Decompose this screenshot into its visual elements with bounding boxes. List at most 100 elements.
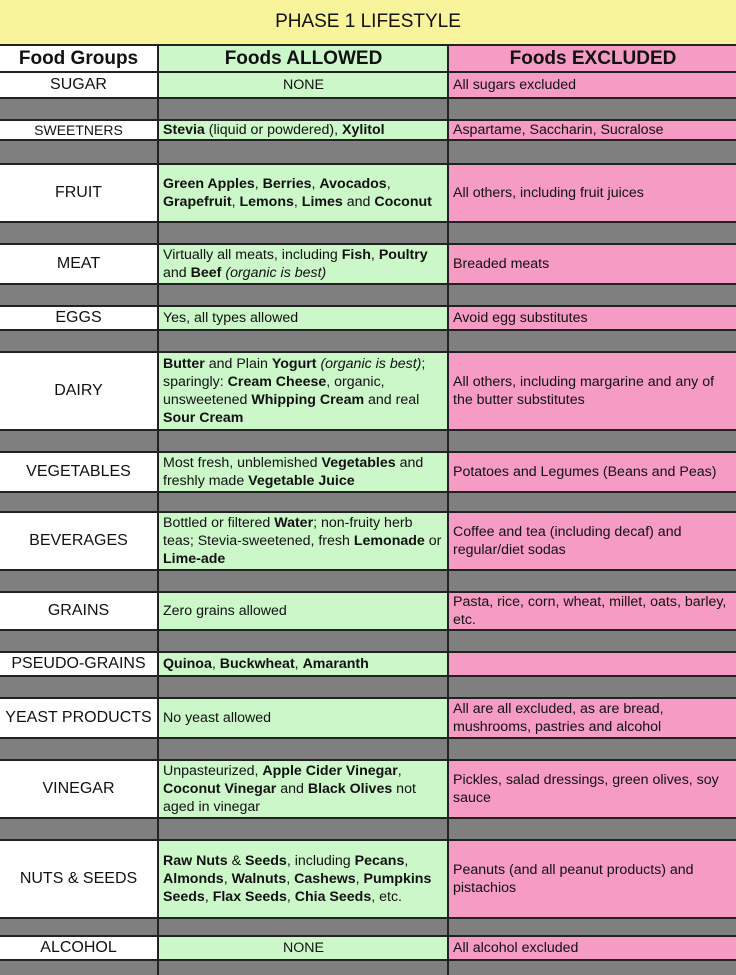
row-divider (0, 451, 736, 453)
text-run: Aspartame, Saccharin, Sucralose (453, 122, 664, 138)
excluded-text: All sugars excluded (453, 76, 576, 94)
text-run: All are all excluded, as are bread, mush… (453, 701, 664, 735)
text-run: Coconut Vinegar (163, 781, 277, 797)
spacer-cell (449, 98, 736, 120)
row-divider (0, 959, 736, 961)
text-run: Seeds (245, 853, 287, 869)
allowed-cell: Quinoa, Buckwheat, Amaranth (159, 652, 449, 676)
spacer-cell (449, 284, 736, 306)
allowed-text: Stevia (liquid or powdered), Xylitol (163, 121, 385, 139)
text-run: All alcohol excluded (453, 940, 579, 956)
spacer-row (0, 330, 736, 352)
spacer-cell (0, 330, 159, 352)
spacer-row (0, 492, 736, 512)
spacer-cell (0, 98, 159, 120)
allowed-text: No yeast allowed (163, 709, 271, 727)
food-group-label: NUTS & SEEDS (0, 840, 159, 918)
text-run: Avocados (319, 176, 387, 192)
text-run: All others, including margarine and any … (453, 374, 715, 408)
text-run: Breaded meats (453, 256, 550, 272)
text-run: and real (364, 392, 420, 408)
row-yeast-products: YEAST PRODUCTS No yeast allowed All are al… (0, 698, 736, 738)
spacer-cell (449, 738, 736, 760)
text-run: Poultry (378, 247, 428, 263)
row-vinegar: VINEGAR Unpasteurized, Apple Cider Vinega… (0, 760, 736, 818)
text-run: , including (286, 853, 355, 869)
row-divider (0, 329, 736, 331)
text-run: and (342, 194, 375, 210)
food-group-label: VINEGAR (0, 760, 159, 818)
excluded-cell (449, 652, 736, 676)
spacer-row (0, 960, 736, 975)
text-run: Vegetable Juice (248, 473, 355, 489)
allowed-text: Quinoa, Buckwheat, Amaranth (163, 655, 369, 673)
excluded-text: Avoid egg substitutes (453, 309, 588, 327)
row-divider (0, 243, 736, 245)
text-run: Sour Cream (163, 410, 244, 426)
excluded-cell: Potatoes and Legumes (Beans and Peas) (449, 452, 736, 492)
row-dairy: DAIRY Butter and Plain Yogurt (organic is… (0, 352, 736, 430)
row-divider (0, 97, 736, 99)
spacer-cell (0, 676, 159, 698)
excluded-cell: All others, including fruit juices (449, 164, 736, 222)
excluded-cell: All others, including margarine and any … (449, 352, 736, 430)
spacer-cell (159, 676, 449, 698)
excluded-text: Aspartame, Saccharin, Sucralose (453, 121, 664, 139)
text-run: Lime-ade (163, 551, 226, 567)
spacer-cell (159, 918, 449, 936)
food-group-label: PSEUDO-GRAINS (0, 652, 159, 676)
row-divider (0, 221, 736, 223)
spacer-cell (449, 330, 736, 352)
text-run: and Plain (204, 356, 272, 372)
spacer-row (0, 140, 736, 164)
allowed-cell: No yeast allowed (159, 698, 449, 738)
text-run: Berries (262, 176, 312, 192)
text-run: Zero grains allowed (163, 603, 287, 619)
allowed-cell: Butter and Plain Yogurt (organic is best… (159, 352, 449, 430)
excluded-cell: Coffee and tea (including decaf) and reg… (449, 512, 736, 570)
row-divider (0, 429, 736, 431)
food-group-label: ALCOHOL (0, 936, 159, 960)
allowed-text: Most fresh, unblemished Vegetables and f… (163, 454, 444, 490)
text-run: Beef (190, 265, 222, 281)
food-group-label: SUGAR (0, 72, 159, 98)
text-run: Lemonade (353, 533, 425, 549)
row-alcohol: ALCOHOL NONE All alcohol excluded (0, 936, 736, 960)
text-run: , (223, 871, 232, 887)
text-run: and (163, 265, 191, 281)
spacer-cell (159, 430, 449, 452)
allowed-text: NONE (283, 76, 324, 94)
text-run: or (424, 533, 442, 549)
spacer-row (0, 676, 736, 698)
excluded-text: All are all excluded, as are bread, mush… (453, 700, 733, 736)
excluded-cell: Breaded meats (449, 244, 736, 284)
text-run: Virtually all meats, including (163, 247, 342, 263)
text-run: Coconut (374, 194, 432, 210)
excluded-cell: All alcohol excluded (449, 936, 736, 960)
text-run: Pickles, salad dressings, green olives, … (453, 772, 719, 806)
excluded-cell: Pasta, rice, corn, wheat, millet, oats, … (449, 592, 736, 630)
row-meat: MEAT Virtually all meats, including Fish,… (0, 244, 736, 284)
text-run: Yogurt (271, 356, 317, 372)
allowed-text: Virtually all meats, including Fish, Pou… (163, 246, 444, 282)
row-divider (0, 629, 736, 631)
spacer-cell (0, 818, 159, 840)
excluded-text: All alcohol excluded (453, 939, 578, 957)
text-run: Vegetables (321, 455, 396, 471)
spacer-cell (0, 918, 159, 936)
spacer-row (0, 818, 736, 840)
text-run: Yes, all types allowed (163, 310, 299, 326)
row-divider (0, 569, 736, 571)
spacer-cell (0, 284, 159, 306)
food-group-label: FRUIT (0, 164, 159, 222)
row-fruit: FRUIT Green Apples, Berries, Avocados, Gr… (0, 164, 736, 222)
text-run: Black Olives (307, 781, 393, 797)
page-title: PHASE 1 LIFESTYLE (0, 0, 736, 46)
row-pseudo-grains: PSEUDO-GRAINS Quinoa, Buckwheat, Amaranth (0, 652, 736, 676)
text-run: Xylitol (342, 122, 385, 138)
row-grains: GRAINS Zero grains allowed Pasta, rice, co… (0, 592, 736, 630)
row-eggs: EGGS Yes, all types allowed Avoid egg subs… (0, 306, 736, 330)
allowed-text: Raw Nuts & Seeds, including Pecans, Almo… (163, 852, 444, 906)
text-run: Pecans (354, 853, 405, 869)
allowed-cell: Bottled or filtered Water; non-fruity he… (159, 512, 449, 570)
